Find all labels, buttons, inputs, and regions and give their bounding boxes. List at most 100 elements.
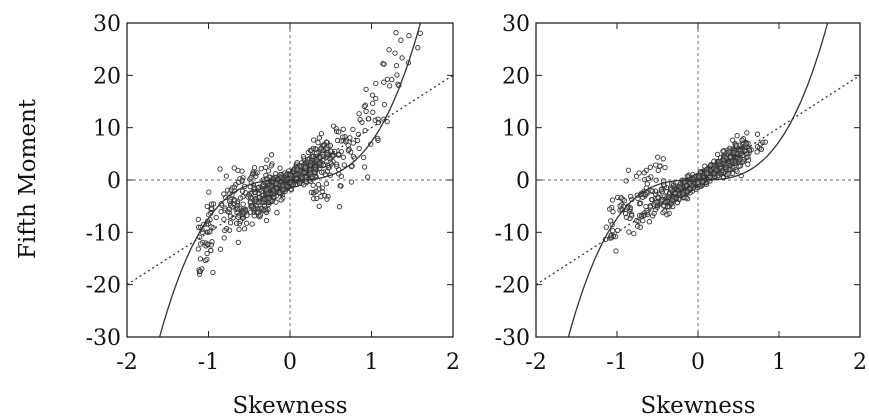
scatter-point bbox=[668, 187, 674, 193]
scatter-point bbox=[708, 162, 714, 168]
scatter-point bbox=[265, 168, 272, 174]
x-tick-label: 0 bbox=[691, 350, 705, 375]
scatter-point bbox=[316, 203, 322, 209]
scatter-point bbox=[233, 220, 240, 226]
scatter-point bbox=[334, 137, 341, 144]
scatter-point bbox=[228, 187, 234, 193]
scatter-point bbox=[357, 116, 363, 123]
scatter-point bbox=[655, 167, 661, 174]
scatter-point bbox=[370, 100, 376, 107]
scatter-point bbox=[713, 167, 720, 173]
scatter-point bbox=[739, 137, 745, 143]
scatter-point bbox=[645, 175, 652, 182]
x-tick-label: -2 bbox=[525, 350, 546, 375]
scatter-point bbox=[297, 180, 303, 187]
y-tick-label: 20 bbox=[502, 64, 530, 89]
scatter-point bbox=[334, 163, 340, 170]
scatter-point bbox=[268, 163, 274, 169]
scatter-point bbox=[208, 224, 214, 230]
scatter-point bbox=[318, 130, 325, 137]
scatter-point bbox=[330, 153, 336, 159]
scatter-point bbox=[257, 212, 264, 218]
scatter-point bbox=[644, 208, 650, 214]
scatter-point bbox=[366, 116, 372, 122]
scatter-point bbox=[231, 165, 237, 171]
scatter-point bbox=[696, 173, 702, 179]
scatter-point bbox=[223, 173, 230, 179]
scatter-point bbox=[226, 198, 233, 204]
scatter-point bbox=[263, 172, 269, 179]
y-tick-label: 30 bbox=[93, 12, 121, 37]
scatter-point bbox=[406, 33, 412, 39]
scatter-point bbox=[335, 129, 342, 135]
scatter-point bbox=[347, 135, 353, 141]
scatter-point bbox=[393, 62, 400, 69]
scatter-point bbox=[714, 151, 721, 158]
scatter-point bbox=[204, 203, 210, 210]
scatter-point bbox=[311, 169, 318, 176]
scatter-point bbox=[646, 219, 653, 225]
x-tick-label: 0 bbox=[283, 350, 297, 375]
y-axis-title: Fifth Moment bbox=[15, 98, 41, 259]
scatter-point bbox=[217, 166, 223, 172]
scatter-point bbox=[301, 169, 307, 175]
y-tick-label: -20 bbox=[495, 274, 530, 299]
scatter-point bbox=[268, 152, 275, 158]
scatter-point bbox=[393, 30, 399, 36]
scatter-point bbox=[734, 133, 740, 139]
scatter-point bbox=[389, 76, 395, 83]
x-tick-label: 1 bbox=[365, 350, 379, 375]
scatter-point bbox=[745, 154, 751, 160]
scatter-point bbox=[319, 169, 325, 175]
scatter-point bbox=[240, 209, 247, 216]
scatter-point bbox=[288, 187, 295, 193]
scatter-point bbox=[369, 92, 376, 98]
scatter-point bbox=[707, 174, 713, 181]
scatter-point bbox=[394, 72, 400, 78]
scatter-point bbox=[622, 210, 629, 217]
y-tick-label: -10 bbox=[495, 221, 530, 246]
scatter-point bbox=[221, 216, 227, 222]
scatter-point bbox=[356, 145, 362, 152]
scatter-point bbox=[337, 183, 343, 189]
scatter-point bbox=[653, 177, 659, 183]
y-tick-label: -10 bbox=[86, 221, 121, 246]
scatter-point bbox=[208, 201, 215, 207]
scatter-point bbox=[197, 268, 203, 275]
scatter-point bbox=[274, 210, 280, 216]
scatter-point bbox=[336, 151, 342, 158]
scatter-point bbox=[361, 164, 368, 170]
scatter-point bbox=[204, 250, 210, 257]
scatter-point bbox=[711, 170, 717, 177]
scatter-point bbox=[381, 61, 387, 67]
scatter-point bbox=[625, 167, 632, 173]
scatter-point bbox=[251, 164, 258, 171]
scatter-point bbox=[258, 165, 264, 172]
scatter-point bbox=[615, 227, 621, 234]
scatter-point bbox=[734, 168, 740, 174]
scatter-point bbox=[249, 221, 255, 227]
scatter-point bbox=[318, 145, 324, 151]
scatter-point bbox=[648, 187, 654, 194]
scatter-point bbox=[315, 139, 321, 146]
scatter-point bbox=[338, 138, 344, 144]
scatter-point bbox=[754, 144, 761, 150]
scatter-point bbox=[399, 55, 405, 61]
scatter-point bbox=[302, 165, 308, 171]
y-tick-label: -20 bbox=[86, 274, 121, 299]
scatter-point bbox=[623, 178, 629, 184]
scatter-point bbox=[213, 214, 219, 221]
scatter-point bbox=[737, 156, 743, 162]
scatter-point bbox=[648, 196, 655, 203]
scatter-point bbox=[301, 182, 307, 188]
scatter-point bbox=[373, 80, 379, 87]
scatter-point bbox=[350, 126, 356, 133]
scatter-point bbox=[217, 246, 224, 252]
scatter-point bbox=[243, 220, 250, 226]
scatter-point bbox=[609, 197, 616, 203]
scatter-point bbox=[398, 37, 404, 43]
scatter-point bbox=[235, 214, 241, 220]
scatter-point bbox=[236, 226, 242, 233]
scatter-point bbox=[205, 241, 211, 247]
